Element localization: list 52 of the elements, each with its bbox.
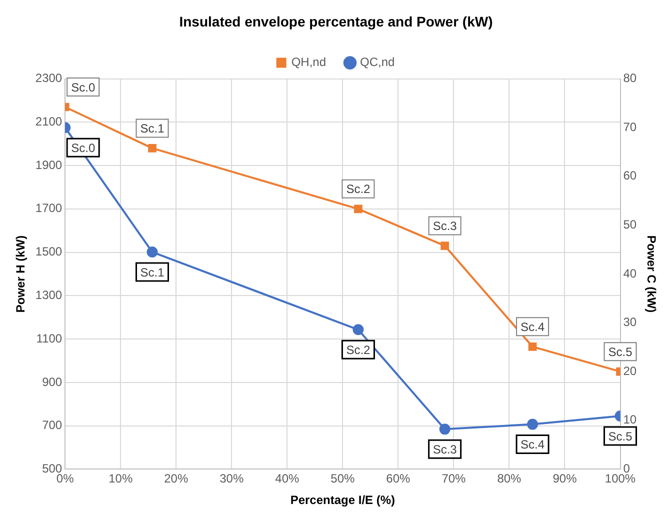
y2-tick-label: 70: [623, 120, 637, 134]
x-tick-label: 30%: [220, 472, 244, 486]
y-tick-label: 2300: [35, 71, 62, 86]
y2-tick-label: 80: [623, 71, 637, 86]
chart-title: Insulated envelope percentage and Power (kW): [179, 13, 493, 30]
x-tick-label: 70%: [442, 472, 466, 486]
y-tick-label: 1100: [36, 331, 62, 346]
x-axis-title: Percentage I/E (%): [290, 493, 396, 508]
y2-tick-label: 50: [623, 218, 637, 232]
data-label: Sc.2: [346, 182, 371, 196]
x-tick-label: 100%: [604, 472, 636, 486]
data-label: Sc.4: [520, 438, 545, 452]
data-label: Sc.0: [71, 80, 96, 94]
y-tick-label: 900: [42, 374, 62, 389]
y-tick-label: 1900: [35, 158, 62, 172]
y-tick-label: 700: [42, 418, 62, 432]
point: [439, 424, 450, 435]
x-tick-label: 20%: [164, 472, 188, 486]
y-tick-label: 1500: [35, 244, 62, 259]
point: [354, 204, 362, 214]
data-label: Sc.3: [432, 442, 458, 456]
data-label: Sc.5: [608, 344, 633, 359]
y2-axis-title: Power C (kW): [644, 235, 658, 313]
point: [148, 144, 156, 152]
data-label: Sc.1: [140, 265, 165, 280]
x-tick-label: 50%: [330, 472, 356, 486]
x-tick-label: 60%: [386, 472, 411, 486]
y2-tick-label: 40: [623, 266, 637, 280]
legend-label: QH,nd: [291, 55, 326, 70]
data-label: Sc.5: [608, 429, 633, 444]
y2-tick-label: 20: [623, 364, 637, 378]
y-tick-label: 2100: [35, 114, 62, 128]
data-label: Sc.4: [520, 320, 545, 334]
point: [440, 242, 450, 250]
point: [528, 342, 537, 351]
y2-tick-label: 30: [623, 315, 637, 330]
y-axis-title: Power H (kW): [14, 235, 28, 313]
y2-tick-label: 10: [623, 412, 637, 427]
data-label: Sc.2: [346, 342, 371, 357]
legend-label: QC,nd: [360, 55, 395, 70]
x-tick-label: 10%: [108, 472, 133, 486]
x-tick-label: 90%: [552, 472, 578, 486]
x-tick-label: 0%: [56, 472, 74, 486]
x-tick-label: 40%: [275, 472, 300, 486]
data-label: Sc.0: [71, 140, 96, 155]
y2-tick-label: 60: [623, 168, 637, 183]
data-label: Sc.3: [432, 219, 458, 234]
point: [352, 324, 364, 336]
y-tick-label: 1300: [35, 288, 62, 302]
y-tick-label: 1700: [35, 201, 62, 216]
data-label: Sc.1: [140, 122, 165, 136]
x-tick-label: 80%: [497, 472, 522, 486]
